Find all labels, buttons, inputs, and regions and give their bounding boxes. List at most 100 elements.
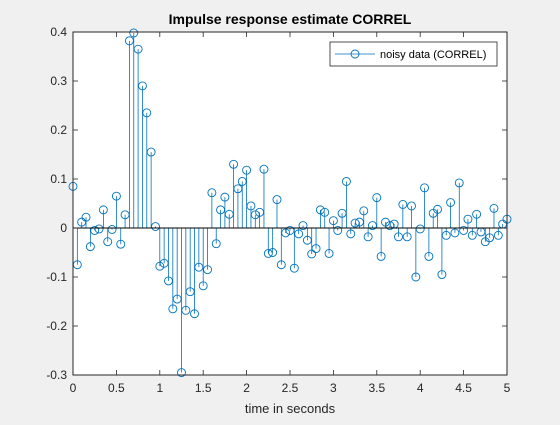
- stem-marker: [233, 184, 243, 194]
- stem-marker: [194, 262, 204, 272]
- stem-marker: [363, 232, 373, 242]
- stem-marker: [255, 207, 265, 217]
- stem-marker: [129, 28, 139, 38]
- stem-marker: [242, 165, 252, 175]
- stem-marker: [177, 368, 186, 377]
- x-tick-label: 0: [70, 381, 77, 395]
- stem-marker: [454, 178, 464, 188]
- stem-marker: [103, 237, 113, 247]
- y-tick-label: 0.2: [50, 123, 67, 137]
- stem-marker: [368, 221, 377, 231]
- x-tick-label: 1.5: [195, 381, 212, 395]
- stem-marker: [372, 193, 382, 203]
- stem-marker: [203, 265, 212, 275]
- stem-marker: [450, 228, 460, 238]
- stem-marker: [394, 232, 403, 242]
- stem-marker: [346, 229, 356, 239]
- stem-marker: [259, 164, 269, 174]
- stem-marker: [472, 209, 482, 219]
- stem-marker: [120, 210, 130, 220]
- stem-marker: [281, 228, 291, 238]
- stem-marker: [229, 159, 239, 169]
- legend-label: noisy data (CORREL): [380, 49, 486, 61]
- stem-marker: [85, 242, 95, 252]
- stem-marker: [415, 224, 425, 234]
- stem-marker: [220, 192, 230, 202]
- stem-marker: [198, 281, 208, 291]
- stem-marker: [137, 81, 147, 91]
- stem-marker: [354, 217, 364, 227]
- stem-marker: [81, 212, 91, 222]
- y-tick-label: -0.2: [46, 319, 67, 333]
- stem-marker: [159, 258, 169, 268]
- x-tick-label: 3: [330, 381, 337, 395]
- stem-marker: [185, 287, 195, 297]
- stem-marker: [493, 230, 503, 240]
- x-tick-label: 4.5: [455, 381, 472, 395]
- stem-marker: [298, 221, 308, 231]
- stem-marker: [302, 235, 312, 245]
- stem-marker: [124, 36, 134, 46]
- x-tick-label: 5: [504, 381, 511, 395]
- chart-title: Impulse response estimate CORREL: [169, 11, 412, 27]
- stem-marker: [237, 176, 247, 186]
- stem-marker: [263, 249, 273, 258]
- stem-marker: [268, 248, 278, 257]
- x-tick-label: 2.5: [282, 381, 299, 395]
- stem-marker: [181, 305, 191, 315]
- stem-marker: [190, 309, 199, 319]
- stem-marker: [324, 249, 334, 258]
- stem-marker: [333, 225, 343, 235]
- y-tick-label: 0.1: [50, 172, 67, 186]
- stems-layer: [72, 32, 508, 373]
- x-axis-label: time in seconds: [245, 401, 336, 416]
- stem-marker: [311, 244, 321, 254]
- stem-marker: [459, 225, 469, 235]
- stem-marker: [433, 204, 443, 214]
- stem-marker: [294, 229, 304, 239]
- stem-marker: [328, 216, 338, 226]
- markers-layer: [68, 28, 512, 377]
- stem-marker: [107, 225, 117, 234]
- stem-marker: [420, 183, 429, 193]
- stem-marker: [402, 232, 412, 242]
- stem-marker: [224, 209, 234, 219]
- stem-marker: [151, 222, 160, 231]
- stem-marker: [376, 251, 386, 261]
- y-tick-labels: -0.3 -0.2 -0.1 0 0.1 0.2 0.3 0.4: [46, 25, 67, 382]
- stem-marker: [441, 230, 451, 240]
- y-tick-label: 0: [60, 221, 67, 235]
- stem-marker: [446, 198, 456, 207]
- x-tick-label: 1: [156, 381, 163, 395]
- legend[interactable]: noisy data (CORREL): [329, 41, 498, 67]
- stem-marker: [211, 239, 221, 249]
- stem-marker: [350, 218, 360, 228]
- stem-marker: [485, 233, 495, 243]
- y-tick-label: -0.1: [46, 270, 67, 284]
- ticks-layer: [72, 31, 508, 376]
- stem-marker: [320, 207, 330, 217]
- y-tick-label: 0.4: [50, 25, 67, 39]
- stem-marker: [463, 214, 473, 224]
- stem-marker: [289, 263, 299, 273]
- stem-marker: [250, 210, 260, 220]
- stem-marker: [172, 294, 182, 304]
- x-tick-label: 3.5: [368, 381, 385, 395]
- stem-marker: [133, 44, 143, 54]
- stem-marker: [111, 191, 121, 201]
- stem-marker: [341, 176, 351, 186]
- stem-marker: [285, 225, 295, 235]
- stem-marker: [272, 195, 282, 205]
- y-tick-label: 0.3: [50, 74, 67, 88]
- stem-marker: [216, 205, 226, 215]
- x-tick-label: 0.5: [108, 381, 125, 395]
- stem-marker: [424, 251, 434, 261]
- stem-marker: [246, 201, 256, 211]
- stem-marker: [307, 249, 317, 259]
- stem-marker: [142, 108, 152, 118]
- stem-marker: [411, 272, 421, 282]
- stem-marker: [207, 188, 217, 198]
- stem-marker: [276, 260, 286, 270]
- legend-marker-icon: [350, 49, 360, 59]
